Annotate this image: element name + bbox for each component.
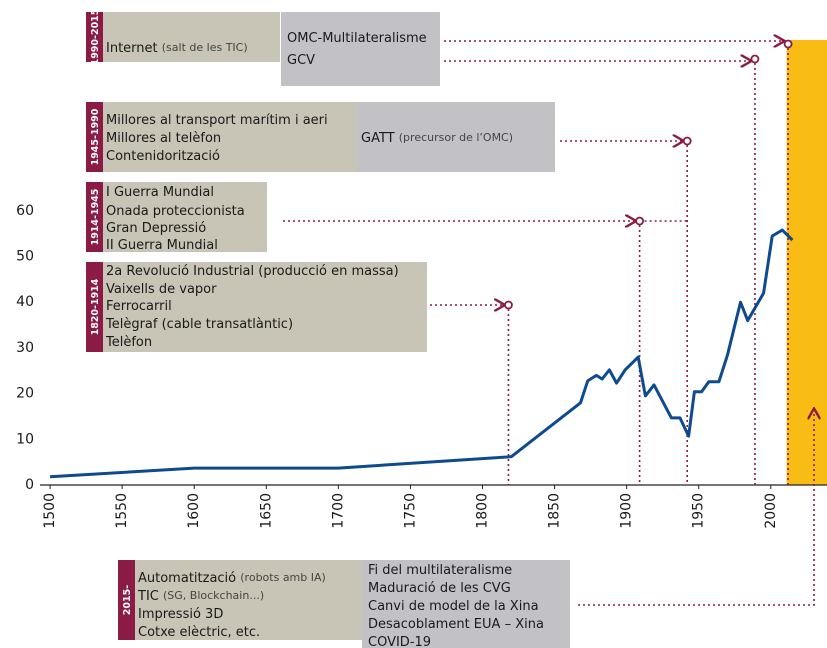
policy-box — [281, 12, 440, 86]
annotation-main: II Guerra Mundial — [106, 238, 218, 253]
annotation-main: Ferrocarril — [106, 299, 172, 314]
period-tab — [86, 12, 103, 62]
annotation-text: Maduració de les CVG — [368, 581, 511, 596]
period-label: 1820-1914 — [90, 278, 101, 335]
annotation-text: Cotxe elèctric, etc. — [138, 625, 260, 640]
annotation-text: Millores al telèfon — [106, 131, 221, 146]
x-tick-label: 1750 — [402, 493, 418, 529]
annotation-main: Fi del multilateralisme — [368, 563, 512, 578]
annotation-text: Gran Depressió — [106, 221, 206, 236]
year-circle — [682, 136, 692, 146]
x-tick-label: 1900 — [619, 493, 635, 529]
annotation-main: Onada proteccionista — [106, 204, 245, 219]
connector — [578, 410, 814, 606]
policy-box — [362, 560, 570, 648]
y-tick-label: 40 — [16, 294, 34, 310]
annotation-text: Millores al transport marítim i aeri — [106, 113, 328, 128]
annotation-text: GCV — [287, 53, 315, 68]
annotation-main: Cotxe elèctric, etc. — [138, 625, 260, 640]
x-tick-label: 1700 — [330, 493, 346, 529]
event-box — [103, 12, 280, 62]
annotation-text: Telèfon — [105, 335, 152, 350]
annotation-main: Internet — [106, 41, 158, 56]
annotation-main: Millores al transport marítim i aeri — [106, 113, 328, 128]
annotation-note: (salt de les TIC) — [162, 41, 248, 54]
annotation-main: Canvi de model de la Xina — [368, 599, 539, 614]
annotation-note: (precursor de l’OMC) — [399, 131, 513, 144]
period-tab — [118, 560, 135, 640]
annotation-text: Canvi de model de la Xina — [368, 599, 539, 614]
event-box — [135, 560, 362, 640]
annotation-main: I Guerra Mundial — [106, 185, 214, 200]
annotation-main: Vaixells de vapor — [106, 282, 217, 297]
annotation-main: COVID-19 — [368, 635, 431, 648]
period-label: 1990-2015 — [90, 9, 101, 66]
x-tick-label: 1850 — [547, 493, 563, 529]
annotation-text: Ferrocarril — [106, 299, 172, 314]
year-circle — [783, 39, 793, 49]
policy-box — [357, 102, 555, 172]
y-tick-label: 50 — [16, 249, 34, 265]
annotation-text: COVID-19 — [368, 635, 431, 648]
period-tab — [86, 102, 103, 172]
y-tick-label: 60 — [16, 203, 34, 219]
annotation-main: 2a Revolució Industrial (producció en ma… — [106, 264, 399, 279]
annotation-text: Telègraf (cable transatlàntic) — [105, 317, 293, 332]
annotation-main: Maduració de les CVG — [368, 581, 511, 596]
y-tick-label: 10 — [16, 431, 34, 447]
annotation-text: Fi del multilateralisme — [368, 563, 512, 578]
x-tick-label: 1800 — [475, 493, 491, 529]
event-box — [103, 182, 267, 252]
annotation-main: Telègraf (cable transatlàntic) — [105, 317, 293, 332]
annotation-text: Vaixells de vapor — [106, 282, 217, 297]
y-tick-label: 0 — [25, 477, 34, 493]
annotation-text: 2a Revolució Industrial (producció en ma… — [106, 264, 399, 279]
annotation-main: GATT — [361, 131, 395, 146]
y-tick-label: 20 — [16, 386, 34, 402]
annotation-text: Internet (salt de les TIC) — [106, 41, 248, 56]
annotation-text: Impressió 3D — [138, 607, 223, 622]
annotation-text: GATT (precursor de l’OMC) — [361, 131, 513, 146]
annotation-main: Contenidorització — [106, 149, 220, 164]
period-label: 2015- — [122, 585, 133, 615]
x-tick-label: 1500 — [42, 493, 58, 529]
annotation-text: Automatització (robots amb IA) — [138, 571, 326, 586]
annotation-text: TIC (SG, Blockchain...) — [137, 589, 264, 604]
annotation-text: Contenidorització — [106, 149, 220, 164]
period-tab — [86, 262, 103, 352]
x-tick-label: 2000 — [763, 493, 779, 529]
x-tick-label: 1950 — [691, 493, 707, 529]
data-line — [49, 228, 794, 479]
annotation-note: (robots amb IA) — [240, 571, 326, 584]
year-circle — [750, 54, 760, 64]
x-tick-label: 1650 — [258, 493, 274, 529]
annotation-main: Desacoblament EUA – Xina — [368, 617, 544, 632]
year-circle — [504, 300, 513, 310]
annotation-text: I Guerra Mundial — [106, 185, 214, 200]
annotation-text: OMC-Multilateralisme — [287, 31, 427, 46]
annotation-main: Gran Depressió — [106, 221, 206, 236]
annotation-text: Onada proteccionista — [106, 204, 245, 219]
annotation-main: GCV — [287, 53, 315, 68]
x-tick-label: 1600 — [186, 493, 202, 529]
annotation-main: Millores al telèfon — [106, 131, 221, 146]
period-label: 1914-1945 — [90, 189, 101, 246]
x-tick-label: 1550 — [114, 493, 130, 529]
annotation-text: Desacoblament EUA – Xina — [368, 617, 544, 632]
annotation-note: (SG, Blockchain...) — [163, 589, 264, 602]
annotation-text: II Guerra Mundial — [106, 238, 218, 253]
highlight-band — [786, 40, 827, 485]
annotation-main: OMC-Multilateralisme — [287, 31, 427, 46]
y-tick-label: 30 — [16, 340, 34, 356]
annotation-main: Automatització — [138, 571, 236, 586]
period-tab — [86, 182, 103, 252]
event-box — [103, 262, 427, 352]
year-circle — [635, 216, 645, 226]
annotation-main: Telèfon — [105, 335, 152, 350]
annotation-main: Impressió 3D — [138, 607, 223, 622]
period-label: 1945-1990 — [90, 108, 101, 165]
event-box — [103, 102, 357, 172]
annotation-main: TIC — [137, 589, 159, 604]
